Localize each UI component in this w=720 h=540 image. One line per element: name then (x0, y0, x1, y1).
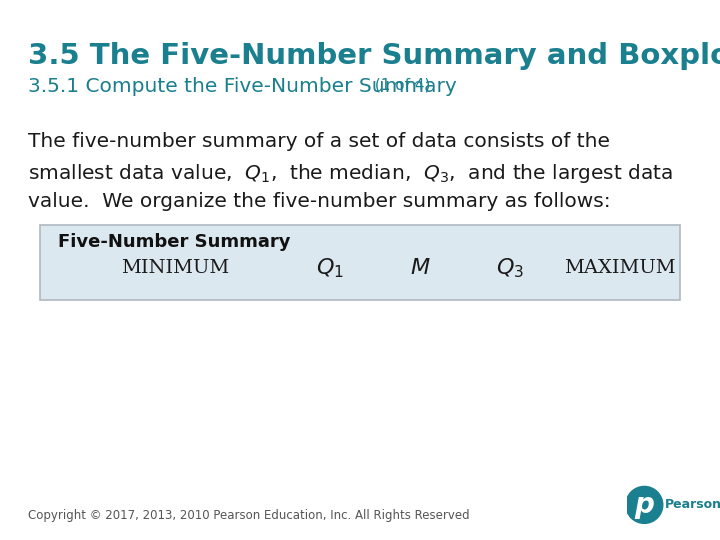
Text: 3.5 The Five-Number Summary and Boxplots: 3.5 The Five-Number Summary and Boxplots (28, 42, 720, 70)
Text: $Q_3$: $Q_3$ (496, 256, 524, 280)
Text: $Q_1$: $Q_1$ (316, 256, 344, 280)
Text: MINIMUM: MINIMUM (121, 259, 229, 277)
Text: Copyright © 2017, 2013, 2010 Pearson Education, Inc. All Rights Reserved: Copyright © 2017, 2013, 2010 Pearson Edu… (28, 509, 469, 522)
Text: MAXIMUM: MAXIMUM (564, 259, 676, 277)
Text: The five-number summary of a set of data consists of the: The five-number summary of a set of data… (28, 132, 610, 151)
Text: (1 of 4): (1 of 4) (370, 77, 431, 92)
Text: Five-Number Summary: Five-Number Summary (58, 233, 290, 251)
Text: value.  We organize the five-number summary as follows:: value. We organize the five-number summa… (28, 192, 611, 211)
Text: 3.5.1 Compute the Five-Number Summary: 3.5.1 Compute the Five-Number Summary (28, 77, 456, 96)
Circle shape (626, 487, 663, 523)
FancyBboxPatch shape (40, 225, 680, 300)
Text: Pearson: Pearson (665, 498, 720, 511)
Text: $M$: $M$ (410, 257, 431, 279)
Text: p: p (634, 491, 654, 519)
Text: smallest data value,  $Q_1$,  the median,  $Q_3$,  and the largest data: smallest data value, $Q_1$, the median, … (28, 162, 673, 185)
